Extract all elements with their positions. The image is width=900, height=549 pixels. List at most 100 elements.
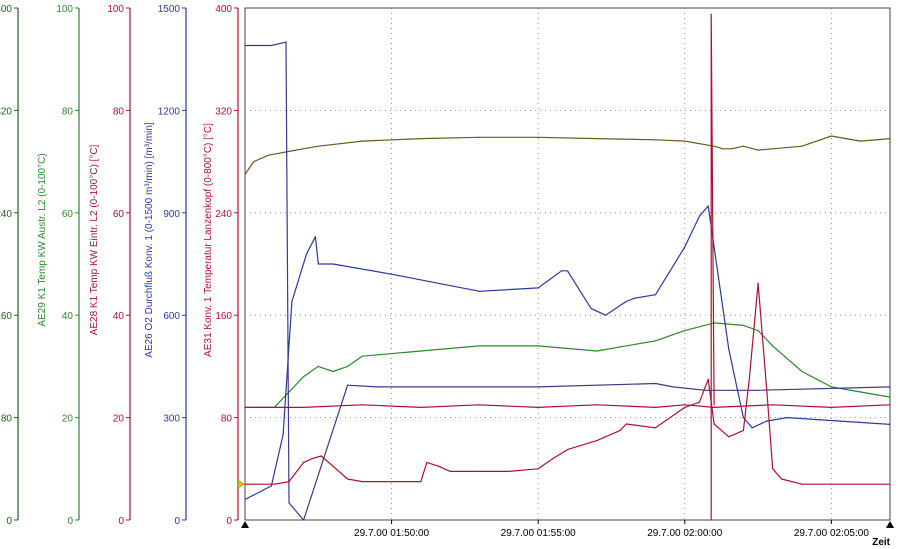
series-2-point-9 xyxy=(478,290,481,292)
series-6-point-1 xyxy=(710,13,712,15)
x-axis-start-arrow-icon xyxy=(241,521,249,528)
y-axis-3: 0 300 600 900 1200 1500 AE26 O2 Durchfluß Konv… xyxy=(144,4,187,527)
series-2-point-5 xyxy=(314,236,316,238)
series-5-point-3 xyxy=(303,461,305,463)
y-tick-label-3-4: 1200 xyxy=(158,106,181,117)
series-5-point-4 xyxy=(311,458,313,460)
series-1-point-16 xyxy=(757,330,759,332)
y-tick-label-4-0: 0 xyxy=(226,516,232,527)
y-tick-label-3-3: 900 xyxy=(163,209,180,220)
series-0-point-11 xyxy=(684,140,686,142)
y-tick-label-1-5: 100 xyxy=(56,4,73,15)
series-0-point-4 xyxy=(317,145,319,147)
series-4-point-7 xyxy=(537,386,539,388)
series-2-point-14 xyxy=(605,314,607,316)
series-1-point-10 xyxy=(537,345,539,347)
series-1-point-19 xyxy=(830,386,833,388)
series-3-point-11 xyxy=(830,406,833,408)
y-tick-label-4-2: 160 xyxy=(215,311,232,322)
series-4-point-0 xyxy=(244,44,246,47)
y-tick-label-2-0: 0 xyxy=(118,516,124,527)
y-tick-label-3-1: 300 xyxy=(163,414,180,425)
series-5-point-1 xyxy=(273,483,275,485)
series-0-point-22 xyxy=(889,138,891,140)
series-2-point-19 xyxy=(698,215,701,217)
series-2-point-11 xyxy=(561,270,563,272)
series-2-point-12 xyxy=(566,270,569,272)
y-tick-label-1-2: 40 xyxy=(62,311,74,322)
series-2-point-6 xyxy=(317,263,319,265)
series-2-point-1 xyxy=(270,485,272,487)
series-1-point-20 xyxy=(860,391,862,393)
series-0-point-16 xyxy=(757,149,759,151)
series-5-point-34 xyxy=(780,478,783,480)
series-5-point-14 xyxy=(478,470,481,472)
series-0-point-8 xyxy=(537,136,539,138)
y-axis-title-1: AE29 K1 Temp KW Austr. L2 (0-100°C) xyxy=(37,153,48,326)
series-2-point-8 xyxy=(391,273,393,275)
series-5-point-6 xyxy=(332,465,334,467)
series-5-point-15 xyxy=(508,470,510,472)
y-tick-label-2-2: 40 xyxy=(113,311,125,322)
series-0-point-2 xyxy=(267,154,270,156)
series-3-point-8 xyxy=(684,404,686,406)
y-tick-label-4-1: 80 xyxy=(221,414,233,425)
series-5-point-33 xyxy=(772,468,774,470)
series-3-point-7 xyxy=(654,406,657,408)
series-4-point-2 xyxy=(285,41,287,43)
series-line-1 xyxy=(245,322,891,408)
series-5-point-12 xyxy=(437,465,440,467)
series-1-point-17 xyxy=(772,345,774,347)
y-axis-title-3: AE26 O2 Durchfluß Konv. 1 (0-1500 m³/min… xyxy=(144,122,155,358)
series-2-point-17 xyxy=(654,294,657,296)
series-0-point-3 xyxy=(288,150,290,152)
series-0-point-14 xyxy=(731,148,733,150)
series-1-point-18 xyxy=(801,370,803,373)
series-2-point-2 xyxy=(282,434,284,436)
series-3-point-1 xyxy=(303,406,305,408)
series-5-point-32 xyxy=(766,391,768,393)
series-2-point-15 xyxy=(625,300,627,303)
series-5-point-20 xyxy=(619,429,621,431)
series-5-point-16 xyxy=(537,468,539,470)
series-3-point-4 xyxy=(478,404,481,406)
series-4-point-9 xyxy=(672,386,674,388)
series-4-point-5 xyxy=(347,384,349,386)
series-3-point-10 xyxy=(772,404,774,406)
y-tick-label-4-4: 320 xyxy=(215,106,232,117)
x-axis-title: Zeit xyxy=(872,537,890,548)
series-1-point-5 xyxy=(332,370,334,373)
x-tick-label-3: 29.7.00 02:05:00 xyxy=(794,528,870,539)
series-3-point-0 xyxy=(244,406,246,408)
series-5-point-29 xyxy=(742,429,745,431)
series-3-point-2 xyxy=(361,404,363,406)
series-1-point-7 xyxy=(361,355,363,357)
series-5-point-25 xyxy=(698,401,701,403)
series-5-point-7 xyxy=(347,478,349,480)
y-tick-label-1-1: 20 xyxy=(62,414,74,425)
y-tick-label-0-4: 320 xyxy=(0,106,12,117)
x-tick-label-1: 29.7.00 01:55:00 xyxy=(501,528,577,539)
y-tick-label-1-4: 80 xyxy=(62,106,74,117)
series-0-point-19 xyxy=(830,135,833,137)
series-5-point-10 xyxy=(420,481,422,483)
series-0-point-17 xyxy=(772,148,774,150)
series-5-point-24 xyxy=(684,406,686,408)
series-5-point-17 xyxy=(552,458,554,460)
series-2-point-21 xyxy=(728,348,730,350)
series-4-point-12 xyxy=(889,386,891,388)
series-1-point-3 xyxy=(303,376,305,378)
series-0-point-6 xyxy=(420,138,422,140)
series-1-point-8 xyxy=(420,350,422,352)
series-0-point-20 xyxy=(845,138,847,140)
series-2-point-23 xyxy=(751,427,753,429)
y-axis-1: 0 20 40 60 80 100 AE29 K1 Temp KW Austr. L2 (0… xyxy=(37,4,80,527)
series-2-point-16 xyxy=(634,297,636,299)
y-tick-label-0-0: 0 xyxy=(6,516,12,527)
series-0-point-10 xyxy=(654,139,657,141)
x-tick-label-0: 29.7.00 01:50:00 xyxy=(354,528,430,539)
series-5-point-36 xyxy=(889,483,891,485)
series-2-point-4 xyxy=(306,253,308,255)
series-5-point-11 xyxy=(426,461,428,463)
